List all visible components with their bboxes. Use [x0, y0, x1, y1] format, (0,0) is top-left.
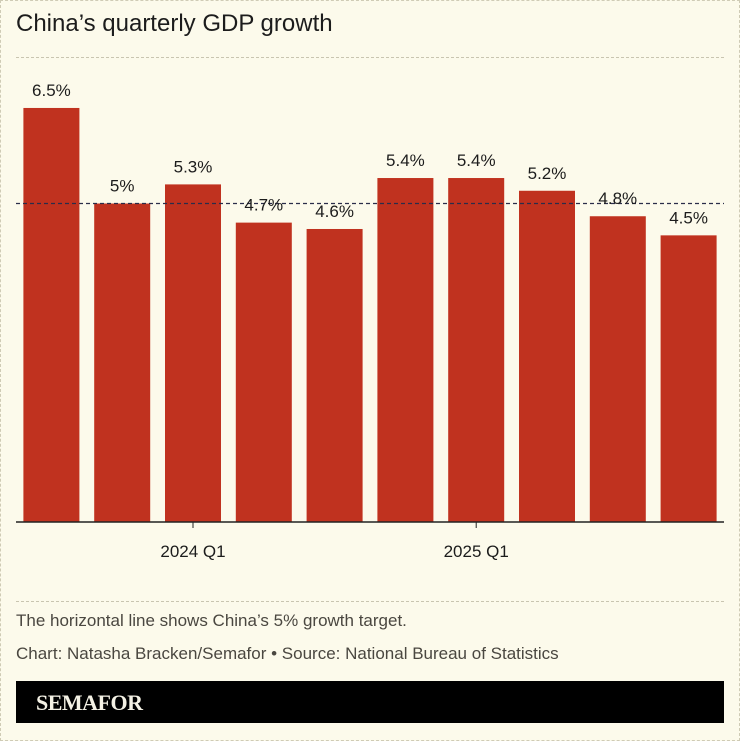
- bar: [94, 203, 151, 523]
- data-label: 4.8%: [598, 189, 637, 208]
- semafor-logo: SEMAFOR: [36, 690, 143, 715]
- title-divider: [16, 57, 724, 58]
- bar: [589, 216, 646, 522]
- data-label: 6.5%: [32, 81, 71, 100]
- data-label: 4.6%: [315, 202, 354, 221]
- bar: [519, 190, 575, 522]
- data-label: 5%: [110, 177, 135, 196]
- data-label: 4.5%: [669, 208, 708, 227]
- chart-note: The horizontal line shows China’s 5% gro…: [16, 611, 407, 630]
- footer-bar: SEMAFOR: [16, 681, 724, 723]
- bar-chart: 6.5% 5% 5.3% 4.7% 4.6% 5.4% 5.4% 5.2% 4.8% 4.5% 20…: [16, 81, 724, 561]
- data-label: 5.4%: [457, 151, 496, 170]
- bar: [377, 178, 434, 522]
- bar: [165, 184, 221, 522]
- data-label: 5.4%: [386, 151, 425, 170]
- notes-divider: [16, 601, 724, 602]
- bar: [306, 228, 363, 522]
- bar: [235, 222, 292, 522]
- x-tick-label: 2024 Q1: [160, 542, 225, 561]
- bar: [23, 107, 80, 523]
- data-label: 4.7%: [244, 196, 283, 215]
- bar: [448, 178, 505, 522]
- bar: [660, 235, 717, 522]
- x-tick-label: 2025 Q1: [444, 542, 509, 561]
- chart-title: China’s quarterly GDP growth: [16, 10, 333, 37]
- chart-credit: Chart: Natasha Bracken/Semafor • Source:…: [16, 644, 559, 663]
- data-label: 5.2%: [528, 164, 567, 183]
- data-label: 5.3%: [174, 157, 213, 176]
